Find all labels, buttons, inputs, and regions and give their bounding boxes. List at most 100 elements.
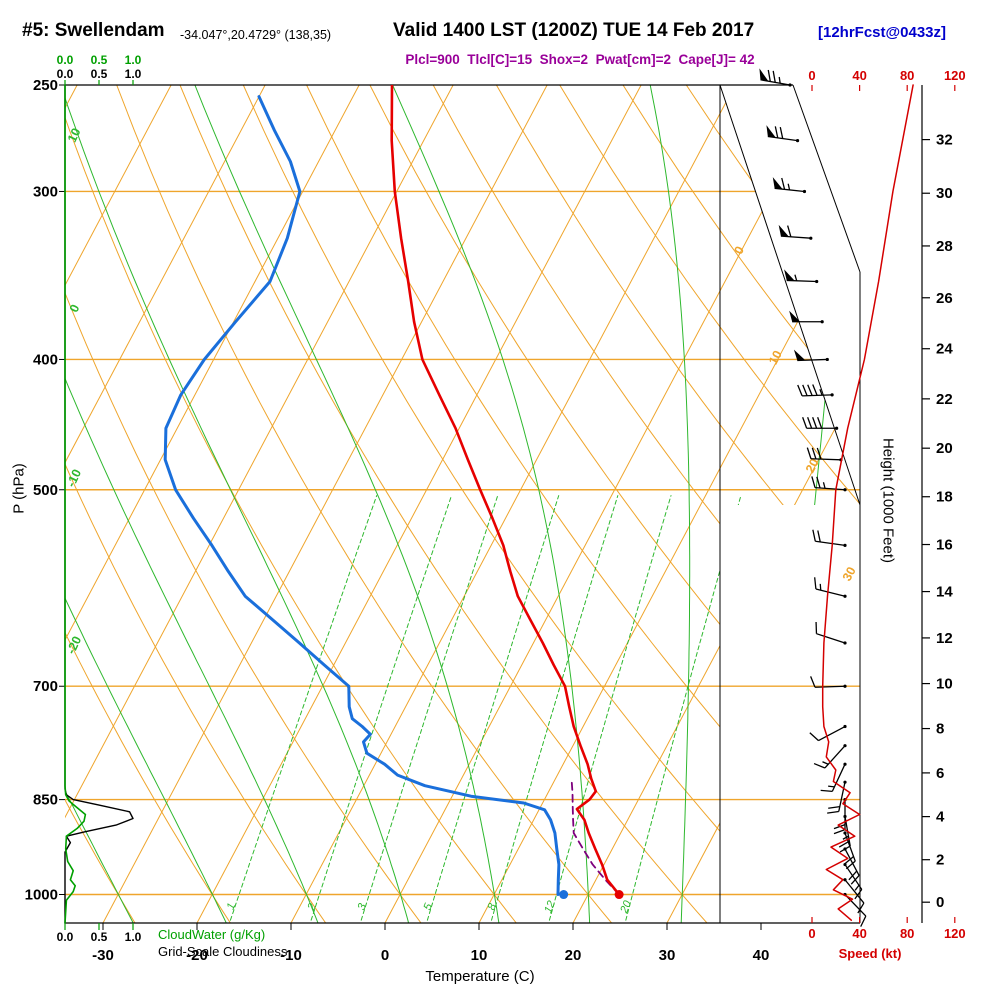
speed-axis-label: Speed (kt) xyxy=(838,946,902,961)
svg-text:22: 22 xyxy=(936,391,953,408)
svg-text:0: 0 xyxy=(67,302,83,314)
svg-text:300: 300 xyxy=(33,183,58,200)
svg-text:0.0: 0.0 xyxy=(57,53,74,67)
svg-text:1.0: 1.0 xyxy=(125,53,142,67)
dry-adiabat-lines xyxy=(65,85,860,923)
svg-text:850: 850 xyxy=(33,792,58,809)
svg-text:500: 500 xyxy=(33,482,58,499)
svg-text:3: 3 xyxy=(355,901,369,912)
pressure-axis-label: P (hPa) xyxy=(10,463,28,514)
svg-text:0.5: 0.5 xyxy=(91,930,108,944)
cloud-scale: 0.00.00.00.50.50.51.01.01.0 xyxy=(57,53,142,944)
pressure-tick-labels: 250 300 400 500 700 850 1000 xyxy=(25,77,65,904)
svg-text:700: 700 xyxy=(33,678,58,695)
svg-text:120: 120 xyxy=(944,68,966,83)
svg-text:8: 8 xyxy=(936,721,944,738)
svg-text:6: 6 xyxy=(936,765,944,782)
svg-text:0.0: 0.0 xyxy=(57,67,74,81)
svg-text:-20: -20 xyxy=(186,947,208,964)
svg-text:10: 10 xyxy=(471,947,488,964)
dry-adiabat-labels: -20 -10 0 10 xyxy=(64,126,84,656)
pressure-gridlines-upper xyxy=(65,190,860,361)
svg-text:40: 40 xyxy=(753,947,770,964)
svg-text:-10: -10 xyxy=(64,467,84,489)
svg-text:120: 120 xyxy=(944,926,966,941)
svg-text:12: 12 xyxy=(542,899,558,915)
moist-adiabat-lines xyxy=(65,85,854,923)
svg-text:1.0: 1.0 xyxy=(125,930,142,944)
surface-dewpoint-dot xyxy=(559,890,569,900)
temperature-axis-label: Temperature (C) xyxy=(425,968,535,985)
svg-text:0: 0 xyxy=(381,947,389,964)
svg-text:2: 2 xyxy=(936,852,944,869)
height-axis-label: Height (1000 Feet) xyxy=(879,437,897,564)
svg-text:26: 26 xyxy=(936,290,953,307)
svg-text:30: 30 xyxy=(936,185,953,202)
svg-text:0.0: 0.0 xyxy=(57,930,74,944)
svg-text:2: 2 xyxy=(305,902,319,913)
temperature-curve xyxy=(390,85,621,896)
svg-text:250: 250 xyxy=(33,77,58,94)
dewpoint-curve xyxy=(163,95,561,896)
svg-text:14: 14 xyxy=(936,584,953,601)
svg-text:32: 32 xyxy=(936,132,953,149)
parcel-parameters-line: Plcl=900 Tlcl[C]=15 Shox=2 Pwat[cm]=2 Ca… xyxy=(405,52,755,67)
svg-text:0.5: 0.5 xyxy=(91,53,108,67)
svg-text:20: 20 xyxy=(618,898,634,916)
cloudiness-axis-label: Grid-Scale Cloudiness xyxy=(158,944,288,959)
svg-text:24: 24 xyxy=(936,341,953,358)
cloudwater-axis-label: CloudWater (g/Kg) xyxy=(158,927,266,942)
forecast-tag: [12hrFcst@0433z] xyxy=(818,24,947,41)
svg-text:40: 40 xyxy=(852,68,866,83)
svg-text:0: 0 xyxy=(731,244,747,257)
svg-text:10: 10 xyxy=(936,676,953,693)
svg-text:0.5: 0.5 xyxy=(91,67,108,81)
svg-text:18: 18 xyxy=(936,489,953,506)
cloudwater-curve xyxy=(64,84,87,924)
svg-text:400: 400 xyxy=(33,351,58,368)
svg-text:-20: -20 xyxy=(64,634,84,656)
svg-text:1.0: 1.0 xyxy=(125,67,142,81)
sounding-profiles xyxy=(163,85,621,896)
svg-text:8: 8 xyxy=(485,901,499,912)
surface-temperature-dot xyxy=(614,890,624,900)
svg-text:20: 20 xyxy=(803,456,822,475)
station-title: #5: Swellendam xyxy=(22,20,165,41)
svg-text:1: 1 xyxy=(225,901,238,911)
svg-text:28: 28 xyxy=(936,238,953,255)
surface-markers xyxy=(559,890,624,900)
svg-text:20: 20 xyxy=(936,440,953,457)
svg-text:30: 30 xyxy=(840,565,859,584)
svg-text:80: 80 xyxy=(900,68,914,83)
svg-text:80: 80 xyxy=(900,926,914,941)
svg-text:10: 10 xyxy=(766,348,785,367)
svg-text:1000: 1000 xyxy=(25,887,58,904)
svg-text:16: 16 xyxy=(936,537,953,554)
svg-text:4: 4 xyxy=(936,809,945,826)
svg-text:-30: -30 xyxy=(92,947,114,964)
svg-text:0: 0 xyxy=(808,926,815,941)
svg-text:0: 0 xyxy=(808,68,815,83)
station-coordinates: -34.047°,20.4729° (138,35) xyxy=(180,28,332,42)
wind-barbs xyxy=(759,68,867,927)
isotherm-labels-right: 0 10 20 30 xyxy=(731,244,858,584)
mixing-ratio-lines xyxy=(229,495,742,921)
mixing-ratio-labels: 1 2 3 5 8 12 20 xyxy=(225,898,635,916)
svg-text:0: 0 xyxy=(936,894,944,911)
isotherm-lines xyxy=(65,85,860,923)
svg-text:20: 20 xyxy=(565,947,582,964)
svg-text:5: 5 xyxy=(421,901,435,912)
svg-text:10: 10 xyxy=(65,126,84,145)
valid-time-title: Valid 1400 LST (1200Z) TUE 14 Feb 2017 xyxy=(393,20,755,41)
svg-text:30: 30 xyxy=(659,947,676,964)
pressure-gridlines xyxy=(65,489,860,896)
svg-text:12: 12 xyxy=(936,630,953,647)
parcel-path-curve xyxy=(570,777,620,896)
svg-text:40: 40 xyxy=(852,926,866,941)
wind-speed-curve xyxy=(821,84,914,921)
temperature-tick-labels: -30 -20 -10 0 10 20 30 40 xyxy=(92,923,769,964)
